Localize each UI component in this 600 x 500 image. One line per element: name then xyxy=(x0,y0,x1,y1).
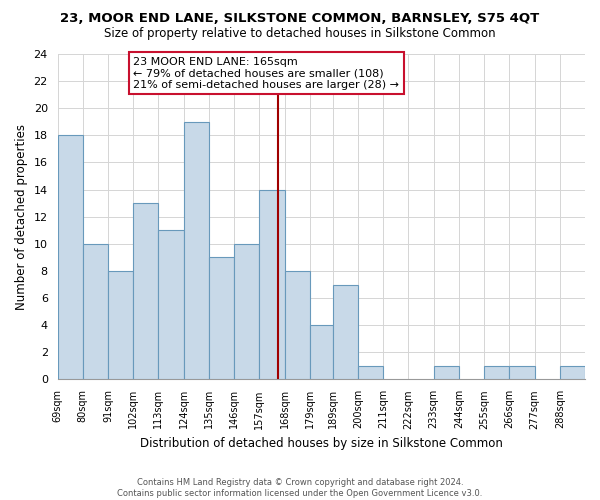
Bar xyxy=(310,325,333,380)
Bar xyxy=(209,258,234,380)
Y-axis label: Number of detached properties: Number of detached properties xyxy=(15,124,28,310)
Bar xyxy=(184,122,209,380)
Bar xyxy=(484,366,509,380)
Bar xyxy=(83,244,108,380)
Bar xyxy=(284,271,310,380)
Text: 23 MOOR END LANE: 165sqm
← 79% of detached houses are smaller (108)
21% of semi-: 23 MOOR END LANE: 165sqm ← 79% of detach… xyxy=(133,56,399,90)
Bar xyxy=(108,271,133,380)
Text: 23, MOOR END LANE, SILKSTONE COMMON, BARNSLEY, S75 4QT: 23, MOOR END LANE, SILKSTONE COMMON, BAR… xyxy=(61,12,539,26)
Text: Contains HM Land Registry data © Crown copyright and database right 2024.
Contai: Contains HM Land Registry data © Crown c… xyxy=(118,478,482,498)
Bar xyxy=(234,244,259,380)
Bar xyxy=(259,190,284,380)
Bar xyxy=(58,136,83,380)
Text: Size of property relative to detached houses in Silkstone Common: Size of property relative to detached ho… xyxy=(104,28,496,40)
Bar xyxy=(560,366,585,380)
Bar xyxy=(434,366,459,380)
Bar xyxy=(358,366,383,380)
Bar xyxy=(158,230,184,380)
Bar xyxy=(509,366,535,380)
Bar xyxy=(333,284,358,380)
X-axis label: Distribution of detached houses by size in Silkstone Common: Distribution of detached houses by size … xyxy=(140,437,503,450)
Bar xyxy=(133,203,158,380)
